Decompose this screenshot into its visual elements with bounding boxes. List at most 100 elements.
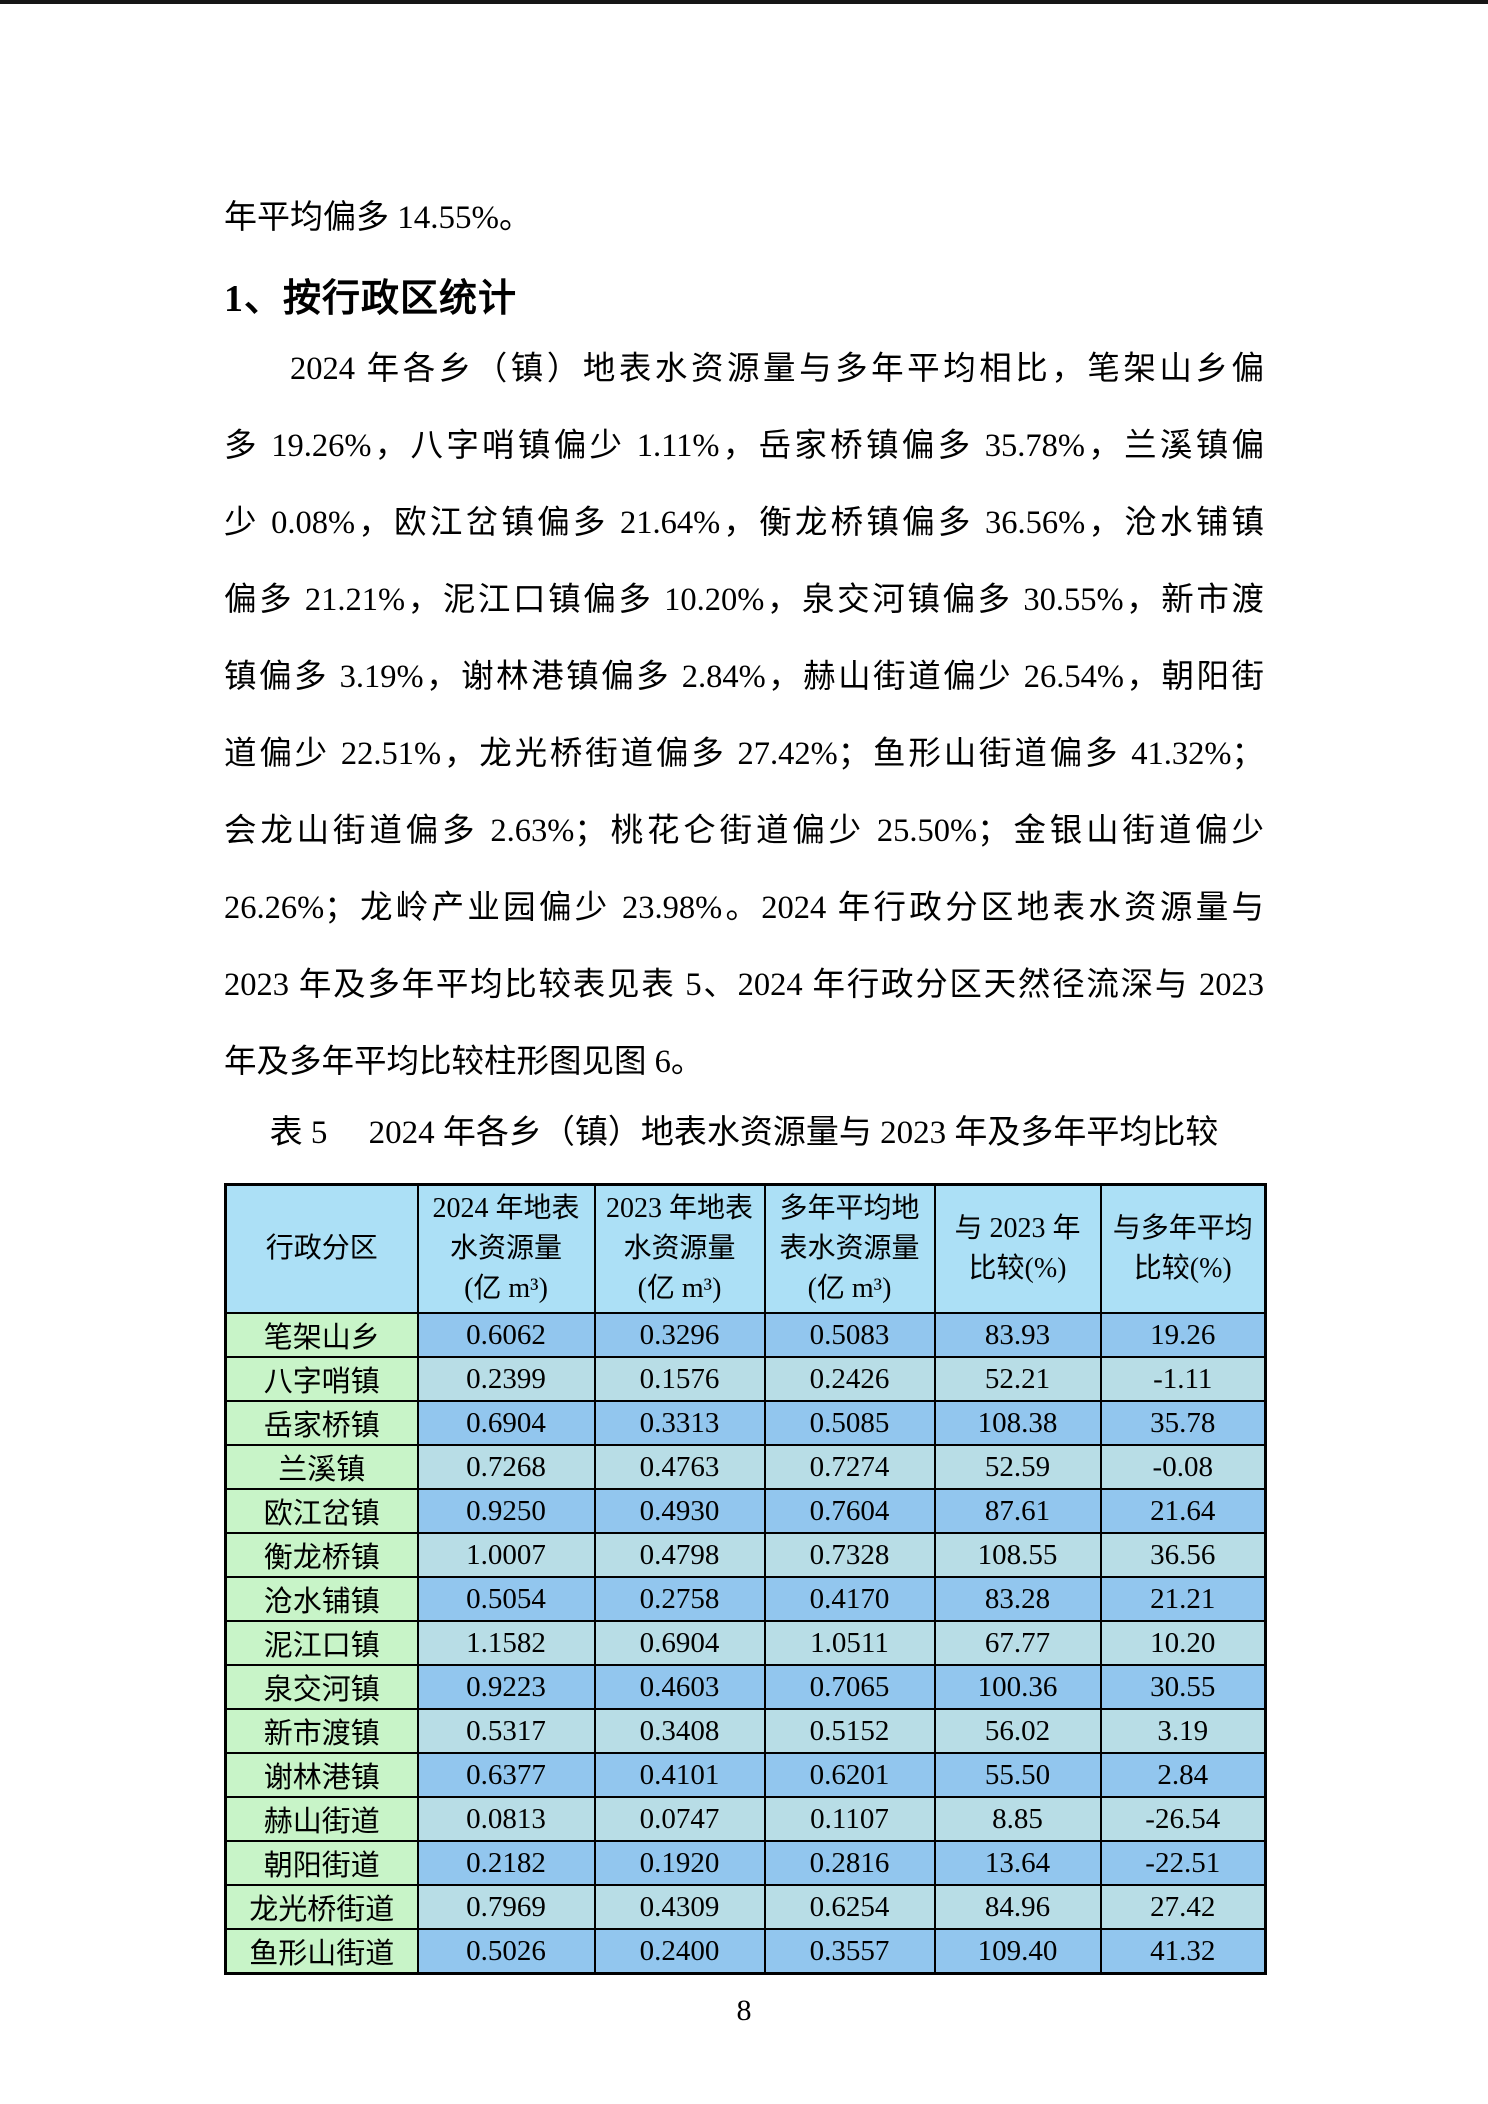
column-header: 行政分区: [224, 1183, 419, 1314]
table-cell: 0.5054: [416, 1576, 596, 1622]
intro-text: 年平均偏多 14.55%。: [224, 200, 532, 236]
paragraph-line: 多 19.26%，八字哨镇偏少 1.11%，岳家桥镇偏多 35.78%，兰溪镇偏: [224, 428, 1264, 464]
table-cell: 2.84: [1099, 1752, 1267, 1798]
table-cell: 0.5085: [763, 1400, 936, 1446]
table-cell: 67.77: [933, 1620, 1102, 1666]
row-label: 兰溪镇: [224, 1444, 419, 1490]
table-row: 龙光桥街道 0.7969 0.4309 0.6254 84.96 27.42: [224, 1884, 1267, 1930]
paragraph-line: 年及多年平均比较柱形图见图 6。: [224, 1044, 704, 1080]
table-cell: 108.55: [933, 1532, 1102, 1578]
table-cell: 56.02: [933, 1708, 1102, 1754]
table-cell: 27.42: [1099, 1884, 1267, 1930]
table-row: 衡龙桥镇 1.0007 0.4798 0.7328 108.55 36.56: [224, 1532, 1267, 1578]
table-cell: 0.7268: [416, 1444, 596, 1490]
water-resources-table: 行政分区 2024 年地表 水资源量 (亿 m³) 2023 年地表 水资源量 …: [224, 1183, 1267, 1975]
table-cell: 0.1920: [593, 1840, 766, 1886]
table-cell: 84.96: [933, 1884, 1102, 1930]
table-cell: 0.3313: [593, 1400, 766, 1446]
table-cell: -22.51: [1099, 1840, 1267, 1886]
column-header: 2023 年地表 水资源量 (亿 m³): [593, 1183, 766, 1314]
table-cell: 0.1576: [593, 1356, 766, 1402]
row-label: 岳家桥镇: [224, 1400, 419, 1446]
table-cell: 0.4309: [593, 1884, 766, 1930]
paragraph-line: 2024 年各乡（镇）地表水资源量与多年平均相比，笔架山乡偏: [290, 351, 1264, 387]
row-label: 赫山街道: [224, 1796, 419, 1842]
row-label: 谢林港镇: [224, 1752, 419, 1798]
table-row: 鱼形山街道 0.5026 0.2400 0.3557 109.40 41.32: [224, 1928, 1267, 1975]
table-cell: 1.1582: [416, 1620, 596, 1666]
table-cell: 83.93: [933, 1312, 1102, 1358]
table-cell: 0.4603: [593, 1664, 766, 1710]
table-cell: 52.59: [933, 1444, 1102, 1490]
table-cell: 0.4763: [593, 1444, 766, 1490]
table-cell: 35.78: [1099, 1400, 1267, 1446]
table-cell: 0.1107: [763, 1796, 936, 1842]
table-row: 新市渡镇 0.5317 0.3408 0.5152 56.02 3.19: [224, 1708, 1267, 1754]
table-cell: 0.3408: [593, 1708, 766, 1754]
page-number: 8: [736, 1994, 752, 2027]
table-cell: 8.85: [933, 1796, 1102, 1842]
table-row: 兰溪镇 0.7268 0.4763 0.7274 52.59 -0.08: [224, 1444, 1267, 1490]
table-cell: 0.3557: [763, 1928, 936, 1975]
table-cell: 0.6201: [763, 1752, 936, 1798]
row-label: 衡龙桥镇: [224, 1532, 419, 1578]
table-row: 笔架山乡 0.6062 0.3296 0.5083 83.93 19.26: [224, 1312, 1267, 1358]
table-cell: 1.0511: [763, 1620, 936, 1666]
table-cell: 0.9223: [416, 1664, 596, 1710]
paragraph-line: 少 0.08%，欧江岔镇偏多 21.64%，衡龙桥镇偏多 36.56%，沧水铺镇: [224, 505, 1264, 541]
row-label: 泥江口镇: [224, 1620, 419, 1666]
table-cell: 13.64: [933, 1840, 1102, 1886]
table-cell: 0.6904: [593, 1620, 766, 1666]
table-cell: 1.0007: [416, 1532, 596, 1578]
table-row: 欧江岔镇 0.9250 0.4930 0.7604 87.61 21.64: [224, 1488, 1267, 1534]
table-cell: 109.40: [933, 1928, 1102, 1975]
paragraph-line: 2023 年及多年平均比较表见表 5、2024 年行政分区天然径流深与 2023: [224, 967, 1264, 1003]
row-label: 龙光桥街道: [224, 1884, 419, 1930]
paragraph-line: 26.26%；龙岭产业园偏少 23.98%。2024 年行政分区地表水资源量与: [224, 890, 1264, 926]
table-cell: 0.6254: [763, 1884, 936, 1930]
row-label: 欧江岔镇: [224, 1488, 419, 1534]
row-label: 笔架山乡: [224, 1312, 419, 1358]
table-body: 笔架山乡 0.6062 0.3296 0.5083 83.93 19.26 八字…: [224, 1312, 1267, 1975]
table-row: 朝阳街道 0.2182 0.1920 0.2816 13.64 -22.51: [224, 1840, 1267, 1886]
table-cell: 0.3296: [593, 1312, 766, 1358]
paragraph-line: 会龙山街道偏多 2.63%；桃花仑街道偏少 25.50%；金银山街道偏少: [224, 813, 1264, 849]
table-cell: 0.5083: [763, 1312, 936, 1358]
table-cell: 0.7969: [416, 1884, 596, 1930]
table-cell: 10.20: [1099, 1620, 1267, 1666]
table-cell: 108.38: [933, 1400, 1102, 1446]
table-cell: 36.56: [1099, 1532, 1267, 1578]
page-top-border: [0, 0, 1488, 4]
table-cell: 0.2758: [593, 1576, 766, 1622]
table-cell: 19.26: [1099, 1312, 1267, 1358]
table-cell: 0.0747: [593, 1796, 766, 1842]
table-row: 岳家桥镇 0.6904 0.3313 0.5085 108.38 35.78: [224, 1400, 1267, 1446]
row-label: 鱼形山街道: [224, 1928, 419, 1975]
table-cell: 0.6062: [416, 1312, 596, 1358]
table-cell: 0.7604: [763, 1488, 936, 1534]
table-row: 赫山街道 0.0813 0.0747 0.1107 8.85 -26.54: [224, 1796, 1267, 1842]
table-cell: -1.11: [1099, 1356, 1267, 1402]
table-cell: -0.08: [1099, 1444, 1267, 1490]
table-cell: 0.5317: [416, 1708, 596, 1754]
table-cell: 0.9250: [416, 1488, 596, 1534]
table-cell: 0.2426: [763, 1356, 936, 1402]
table-cell: 21.64: [1099, 1488, 1267, 1534]
row-label: 新市渡镇: [224, 1708, 419, 1754]
table-cell: 0.2400: [593, 1928, 766, 1975]
table-cell: 3.19: [1099, 1708, 1267, 1754]
row-label: 沧水铺镇: [224, 1576, 419, 1622]
table-cell: 0.7065: [763, 1664, 936, 1710]
table-cell: 55.50: [933, 1752, 1102, 1798]
table-row: 八字哨镇 0.2399 0.1576 0.2426 52.21 -1.11: [224, 1356, 1267, 1402]
section-heading: 1、按行政区统计: [224, 278, 518, 320]
table-row: 泉交河镇 0.9223 0.4603 0.7065 100.36 30.55: [224, 1664, 1267, 1710]
table-cell: 87.61: [933, 1488, 1102, 1534]
table-cell: 0.6904: [416, 1400, 596, 1446]
table-cell: 0.5152: [763, 1708, 936, 1754]
table-cell: 0.4930: [593, 1488, 766, 1534]
body-paragraph: 2024 年各乡（镇）地表水资源量与多年平均相比，笔架山乡偏 多 19.26%，…: [224, 331, 1264, 1101]
table-cell: 100.36: [933, 1664, 1102, 1710]
table-cell: 0.2182: [416, 1840, 596, 1886]
column-header: 2024 年地表 水资源量 (亿 m³): [416, 1183, 596, 1314]
